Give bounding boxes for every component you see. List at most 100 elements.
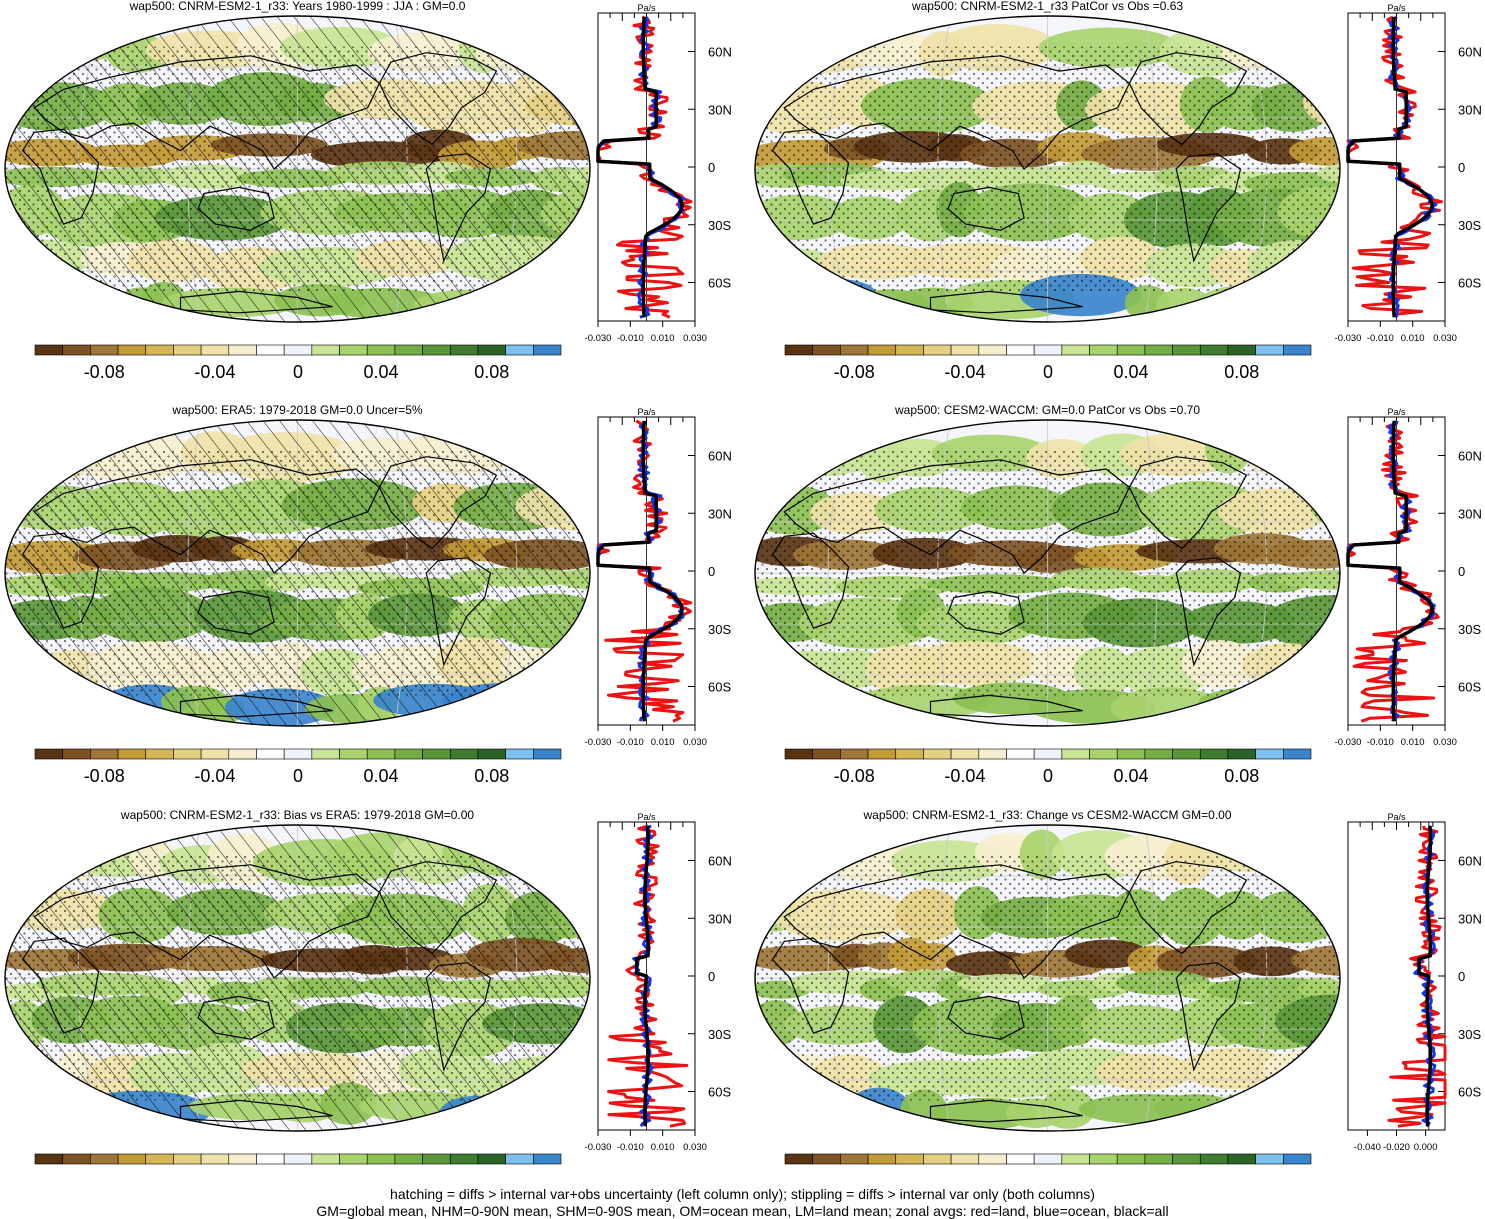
colorbar-swatch [1227, 748, 1256, 760]
colorbar-swatch [256, 1153, 285, 1165]
colorbar-tick-label: 0.04 [1114, 362, 1149, 382]
colorbar-swatch [1199, 1153, 1229, 1165]
lat-tick-label: 0 [1458, 564, 1465, 579]
x-tick-label: 0.030 [683, 333, 707, 344]
x-tick-label: -0.010 [1367, 333, 1394, 344]
map-outline [754, 15, 1341, 323]
zonal-unit-label: Pa/s [637, 407, 656, 417]
colorbar-swatch [1144, 1153, 1173, 1165]
colorbar: -0.08 -0.04 0 0.04 0.08 [34, 344, 562, 382]
colorbar-swatch [173, 1153, 202, 1165]
zonal-line-all [1346, 420, 1434, 722]
colorbar-tick-label: 0 [293, 766, 303, 786]
lat-tick-label: 30S [708, 218, 731, 233]
colorbar-tick-label: -0.04 [944, 362, 985, 382]
panel-title: wap500: ERA5: 1979-2018 GM=0.0 Uncer=5% [171, 403, 422, 417]
colorbar-tick-label: 0 [293, 362, 303, 382]
map-outline [4, 15, 591, 323]
map-field [5, 16, 590, 322]
colorbar-swatch [895, 1153, 924, 1165]
colorbar-swatch [812, 344, 841, 356]
colorbar-tick-label: 0.04 [364, 766, 399, 786]
colorbar-swatch [477, 748, 506, 760]
colorbar-tick-label: -0.08 [834, 362, 875, 382]
colorbar-swatch [366, 1153, 396, 1165]
lat-tick-label: 30S [708, 1027, 731, 1042]
lat-tick-label: 60N [1458, 45, 1482, 60]
colorbar-swatch [923, 344, 952, 356]
colorbar-swatch [895, 344, 924, 356]
colorbar-swatch [1061, 344, 1090, 356]
stippling-overlay [755, 450, 1340, 696]
colorbar-swatch [477, 344, 506, 356]
colorbar: -0.08 -0.04 0 0.04 0.08 [784, 748, 1312, 786]
x-tick-label: 0.010 [1401, 333, 1425, 344]
colorbar-swatch [784, 1153, 813, 1165]
colorbar-swatch [394, 344, 423, 356]
lat-tick-label: 30N [708, 911, 732, 926]
x-tick-label: -0.010 [617, 1142, 644, 1153]
colorbar-swatch [311, 1153, 340, 1165]
colorbar-swatch [1227, 344, 1256, 356]
colorbar-swatch [978, 1153, 1007, 1165]
colorbar-swatch [228, 748, 257, 760]
stippling-overlay [755, 46, 1340, 292]
colorbar-swatch [339, 1153, 368, 1165]
lat-tick-label: 30S [1458, 218, 1481, 233]
colorbar-swatch [1144, 344, 1173, 356]
colorbar-swatch [1283, 1153, 1312, 1165]
colorbar-swatch [1283, 344, 1312, 356]
colorbar-swatch [283, 748, 313, 760]
colorbar-swatch [1227, 1153, 1256, 1165]
colorbar-swatch [394, 748, 423, 760]
lat-tick-label: 60S [708, 680, 731, 695]
colorbar-swatch [449, 344, 479, 356]
colorbar-swatch [449, 748, 479, 760]
colorbar-swatch [1172, 748, 1201, 760]
x-tick-label: -0.010 [617, 737, 644, 748]
zonal-unit-label: Pa/s [1387, 407, 1406, 417]
colorbar-swatch [1172, 344, 1201, 356]
colorbar-swatch [923, 1153, 952, 1165]
colorbar-swatch [283, 344, 313, 356]
colorbar-tick-label: 0 [1043, 766, 1053, 786]
map-field [755, 825, 1340, 1131]
x-tick-label: 0.030 [1433, 333, 1457, 344]
lat-tick-label: 30N [1458, 506, 1482, 521]
colorbar: -0.08 -0.04 0 0.04 0.08 [784, 344, 1312, 382]
colorbar-swatch [366, 344, 396, 356]
zonal-mean-plot: Pa/s 60N 30N 0 30S 60S -0.030 -0.010 0.010 0.030 [1335, 3, 1482, 344]
colorbar-swatch [200, 344, 230, 356]
zonal-line-all [596, 420, 684, 722]
stippling-overlay [755, 855, 1340, 1101]
zonal-unit-label: Pa/s [1387, 3, 1406, 13]
lat-tick-label: 0 [1458, 160, 1465, 175]
x-tick-label: 0.030 [683, 737, 707, 748]
colorbar-tick-label: 0.04 [364, 362, 399, 382]
colorbar-swatch [840, 748, 869, 760]
colorbar-swatch [1255, 1153, 1284, 1165]
lat-tick-label: 60N [1458, 449, 1482, 464]
lat-tick-label: 0 [708, 969, 715, 984]
map-outline [4, 824, 591, 1132]
colorbar-swatch [533, 1153, 562, 1165]
colorbar-swatch [256, 748, 285, 760]
zonal-unit-label: Pa/s [637, 3, 656, 13]
map-field [5, 825, 590, 1131]
colorbar-swatch [950, 344, 980, 356]
x-tick-label: 0.030 [683, 1142, 707, 1153]
lat-tick-label: 60S [708, 276, 731, 291]
zonal-mean-plot: Pa/s 60N 30N 0 30S 60S -0.030 -0.010 0.010 0.030 [585, 812, 732, 1153]
colorbar-swatch [1116, 748, 1146, 760]
x-tick-label: -0.030 [1335, 333, 1362, 344]
x-tick-label: -0.030 [585, 333, 612, 344]
lat-tick-label: 30S [1458, 1027, 1481, 1042]
panel-e: wap500: CNRM-ESM2-1_r33: Bias vs ERA5: 1… [4, 808, 732, 1165]
colorbar-swatch [950, 1153, 980, 1165]
x-tick-label: 0.010 [651, 737, 675, 748]
lat-tick-label: 30S [1458, 622, 1481, 637]
map-field [755, 16, 1340, 322]
colorbar-swatch [200, 748, 230, 760]
colorbar-swatch [422, 1153, 451, 1165]
